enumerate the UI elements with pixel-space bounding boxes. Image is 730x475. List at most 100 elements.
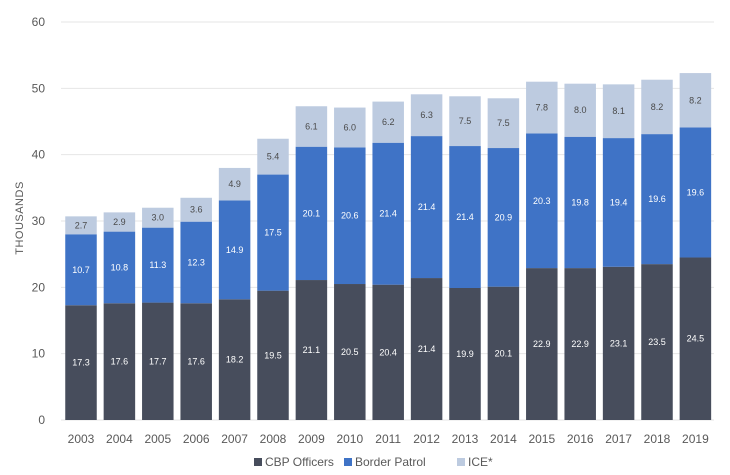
- data-label: 20.9: [495, 212, 513, 222]
- data-label: 21.4: [456, 212, 474, 222]
- bar-segment: [295, 106, 328, 147]
- data-label: 22.9: [533, 339, 551, 349]
- bar-segment: [180, 221, 212, 304]
- bar-segment: [334, 284, 366, 420]
- bar-segment: [65, 234, 97, 306]
- x-tick-label: 2019: [682, 432, 709, 446]
- bar-segment: [372, 142, 404, 285]
- x-tick-label: 2010: [336, 432, 363, 446]
- bar-segment: [641, 264, 673, 420]
- data-label: 2.9: [113, 217, 126, 227]
- bar-segment: [334, 107, 366, 148]
- x-tick-label: 2008: [260, 432, 287, 446]
- bar-segment: [103, 212, 136, 232]
- bar-segment: [372, 284, 404, 420]
- bar-segment: [679, 257, 712, 420]
- legend-label: Border Patrol: [355, 455, 426, 469]
- data-label: 19.6: [687, 187, 705, 197]
- bar-segment: [526, 268, 558, 420]
- x-tick-label: 2012: [413, 432, 440, 446]
- data-label: 3.0: [152, 213, 165, 223]
- bar-segment: [142, 227, 174, 303]
- bar-segment: [410, 136, 443, 279]
- data-labels: 17.3 10.7 2.7 17.6 10.8 2.9 17.7 11.3 3.0 17.6 12.…: [72, 95, 704, 367]
- x-tick-label: 2011: [375, 432, 401, 446]
- data-label: 8.2: [689, 95, 702, 105]
- x-tick-label: 2009: [298, 432, 325, 446]
- data-label: 23.5: [648, 337, 666, 347]
- data-label: 6.0: [344, 122, 357, 132]
- bar-segment: [602, 138, 635, 267]
- data-label: 20.5: [341, 347, 359, 357]
- bar-segment: [65, 305, 97, 420]
- bar-segment: [295, 146, 328, 281]
- bar-segment: [218, 200, 251, 300]
- bar-segment: [641, 79, 673, 135]
- x-tick-label: 2004: [106, 432, 133, 446]
- bar-segment: [65, 216, 97, 235]
- data-label: 20.4: [379, 347, 397, 357]
- bar-segment: [410, 278, 443, 420]
- x-tick-label: 2017: [605, 432, 632, 446]
- bar-segment: [257, 174, 289, 291]
- y-tick-label: 0: [38, 413, 45, 427]
- bar-segment: [142, 207, 174, 228]
- data-label: 24.5: [687, 334, 705, 344]
- bar-segment: [564, 83, 596, 137]
- x-tick-label: 2003: [68, 432, 95, 446]
- data-label: 17.5: [264, 228, 282, 238]
- data-label: 19.4: [610, 197, 628, 207]
- x-tick-label: 2014: [490, 432, 517, 446]
- bar-segment: [142, 302, 174, 420]
- data-label: 20.1: [303, 208, 321, 218]
- bar-segment: [372, 101, 404, 143]
- data-label: 20.1: [495, 348, 513, 358]
- bar-segment: [257, 138, 289, 175]
- bar-segment: [526, 81, 558, 134]
- bar-segment: [295, 280, 328, 420]
- data-label: 19.5: [264, 350, 282, 360]
- bar-segment: [103, 303, 136, 420]
- data-label: 7.5: [459, 116, 472, 126]
- bar-segment: [679, 73, 712, 128]
- legend-swatch: [344, 458, 352, 466]
- x-tick-label: 2018: [644, 432, 671, 446]
- data-label: 19.6: [648, 194, 666, 204]
- x-tick-label: 2015: [528, 432, 555, 446]
- data-label: 6.3: [420, 110, 433, 120]
- data-label: 21.1: [303, 345, 321, 355]
- bar-segment: [602, 266, 635, 420]
- data-label: 4.9: [228, 179, 241, 189]
- bar-segment: [679, 127, 712, 258]
- legend-swatch: [457, 458, 465, 466]
- legend-label: ICE*: [468, 455, 493, 469]
- data-label: 7.5: [497, 118, 510, 128]
- data-label: 18.2: [226, 355, 244, 365]
- data-label: 6.2: [382, 117, 395, 127]
- data-label: 19.9: [456, 349, 474, 359]
- data-label: 23.1: [610, 338, 628, 348]
- bar-segment: [334, 147, 366, 285]
- bar-segment: [218, 167, 251, 201]
- bar-segment: [180, 303, 212, 420]
- x-axis-ticks: 2003 2004 2005 2006 2007 2008 2009 2010 2011 2012…: [68, 432, 709, 446]
- bar-segment: [526, 133, 558, 269]
- bar-segment: [641, 134, 673, 265]
- data-label: 12.3: [187, 257, 205, 267]
- x-tick-label: 2013: [452, 432, 479, 446]
- bar-segment: [564, 268, 596, 420]
- data-label: 10.7: [72, 265, 90, 275]
- y-tick-label: 20: [32, 280, 46, 294]
- data-label: 6.1: [305, 121, 318, 131]
- data-label: 19.8: [571, 197, 589, 207]
- bar-segment: [449, 96, 481, 147]
- x-tick-label: 2005: [144, 432, 171, 446]
- bar-segment: [218, 299, 251, 420]
- data-label: 11.3: [149, 260, 166, 270]
- bar-segment: [449, 146, 481, 288]
- bar-segment: [180, 197, 212, 222]
- y-tick-label: 60: [32, 15, 46, 29]
- data-label: 2.7: [75, 220, 88, 230]
- legend-label: CBP Officers: [265, 455, 334, 469]
- x-tick-label: 2016: [567, 432, 594, 446]
